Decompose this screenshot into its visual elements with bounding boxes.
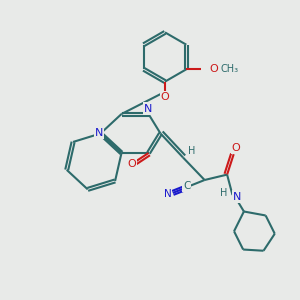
Text: H: H bbox=[188, 146, 196, 156]
Text: N: N bbox=[144, 103, 153, 114]
Text: CH₃: CH₃ bbox=[221, 64, 239, 74]
Text: N: N bbox=[164, 189, 171, 200]
Text: O: O bbox=[210, 64, 219, 74]
Text: O: O bbox=[128, 159, 136, 170]
Text: N: N bbox=[233, 191, 241, 202]
Text: O: O bbox=[160, 92, 169, 102]
Text: H: H bbox=[220, 188, 228, 199]
Text: C: C bbox=[183, 181, 190, 191]
Text: N: N bbox=[95, 128, 103, 138]
Text: O: O bbox=[232, 142, 241, 153]
